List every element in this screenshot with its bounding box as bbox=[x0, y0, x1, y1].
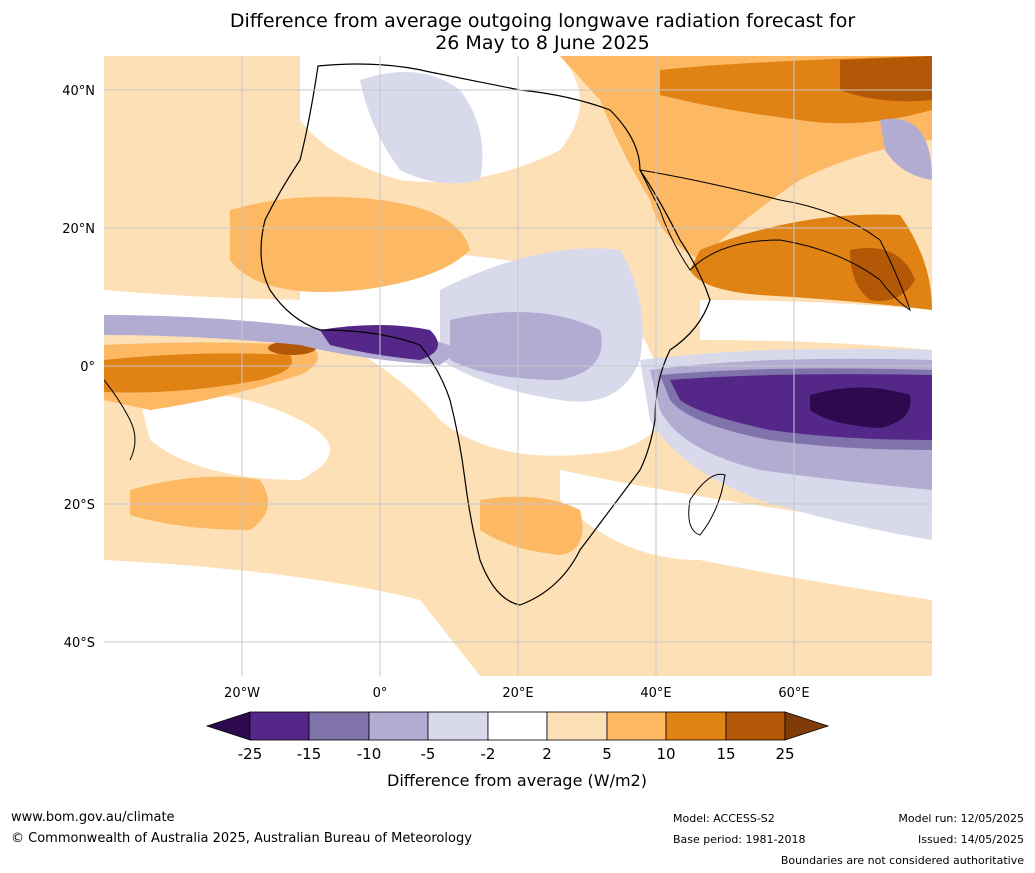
colorbar-segment bbox=[308, 711, 370, 741]
field-very-strong-india bbox=[850, 248, 915, 301]
model-text: Model: ACCESS-S2 bbox=[673, 812, 775, 825]
south-america-coastline bbox=[104, 379, 136, 461]
lon-axis: 20°W 0° 20°E 40°E 60°E bbox=[224, 686, 810, 701]
africa-coastline bbox=[260, 63, 711, 606]
colorbar-tick-label: 2 bbox=[542, 745, 552, 763]
colorbar-tick-label: -10 bbox=[357, 745, 382, 763]
field-extreme-negative-indian bbox=[810, 387, 911, 428]
lon-label: 20°E bbox=[502, 686, 533, 701]
field-positive-south-atlantic bbox=[130, 476, 268, 530]
copyright-text: © Commonwealth of Australia 2025, Austra… bbox=[11, 831, 472, 846]
colorbar-segment bbox=[725, 711, 786, 741]
colorbar-title: Difference from average (W/m2) bbox=[387, 771, 647, 790]
colorbar-ticks: -25 -15 -10 -5 -2 2 5 10 15 25 bbox=[238, 745, 795, 763]
lon-label: 20°W bbox=[224, 686, 260, 701]
colorbar-tick-label: -2 bbox=[481, 745, 496, 763]
field-positive-southern-africa bbox=[480, 496, 583, 555]
colorbar-max-arrow bbox=[784, 711, 830, 741]
model-run-text: Model run: 12/05/2025 bbox=[898, 812, 1024, 825]
lat-axis: 40°N 20°N 0° 20°S 40°S bbox=[62, 84, 95, 651]
colorbar-tick-label: 15 bbox=[716, 745, 735, 763]
lat-label: 20°N bbox=[62, 222, 95, 237]
field-negative-himalaya bbox=[880, 118, 932, 180]
colorbar-segment bbox=[606, 711, 667, 741]
field-strong-gulf bbox=[104, 353, 292, 393]
lat-label: 40°N bbox=[62, 84, 95, 99]
field-neutral-se bbox=[560, 470, 932, 600]
arabia-india-coastline bbox=[639, 169, 911, 312]
colorbar-tick-label: -25 bbox=[238, 745, 263, 763]
colorbar-segment bbox=[249, 711, 310, 741]
title-line-1: Difference from average outgoing longwav… bbox=[229, 10, 856, 32]
colorbar-tick-label: 5 bbox=[602, 745, 612, 763]
graticule bbox=[104, 56, 932, 676]
field-neutral-sw bbox=[104, 560, 480, 676]
field-very-strong-north bbox=[840, 56, 932, 102]
lon-label: 60°E bbox=[778, 686, 809, 701]
field-neutral-atlantic-south bbox=[140, 393, 330, 480]
lat-label: 40°S bbox=[64, 636, 95, 651]
disclaimer-text: Boundaries are not considered authoritat… bbox=[780, 854, 1024, 867]
colorbar-tick-label: -5 bbox=[421, 745, 436, 763]
field-moderate-negative-congo bbox=[450, 312, 602, 380]
lon-label: 40°E bbox=[640, 686, 671, 701]
colorbar-tick-label: -15 bbox=[297, 745, 322, 763]
colorbar-segment bbox=[546, 711, 608, 741]
lon-label: 0° bbox=[373, 686, 388, 701]
issued-text: Issued: 14/05/2025 bbox=[917, 833, 1024, 846]
colorbar-segment bbox=[427, 711, 489, 741]
colorbar-segment bbox=[368, 711, 429, 741]
colorbar-tick-label: 10 bbox=[656, 745, 675, 763]
website-link[interactable]: www.bom.gov.au/climate bbox=[11, 810, 175, 825]
colorbar-min-arrow bbox=[205, 711, 251, 741]
madagascar-coastline bbox=[688, 473, 726, 536]
colorbar-tick-label: 25 bbox=[775, 745, 794, 763]
colorbar bbox=[205, 711, 830, 741]
colorbar-segment bbox=[665, 711, 727, 741]
colorbar-segment bbox=[487, 711, 548, 741]
lat-label: 0° bbox=[80, 360, 95, 375]
field-strong-negative-guinea bbox=[320, 325, 438, 360]
title-line-2: 26 May to 8 June 2025 bbox=[435, 32, 650, 54]
base-period-text: Base period: 1981-2018 bbox=[673, 833, 806, 846]
chart-title: Difference from average outgoing longwav… bbox=[0, 10, 1035, 54]
field-positive-west-africa bbox=[230, 196, 470, 292]
field-negative-sahara bbox=[360, 72, 483, 184]
lat-label: 20°S bbox=[64, 498, 95, 513]
field-neutral-indian-band bbox=[700, 300, 932, 350]
